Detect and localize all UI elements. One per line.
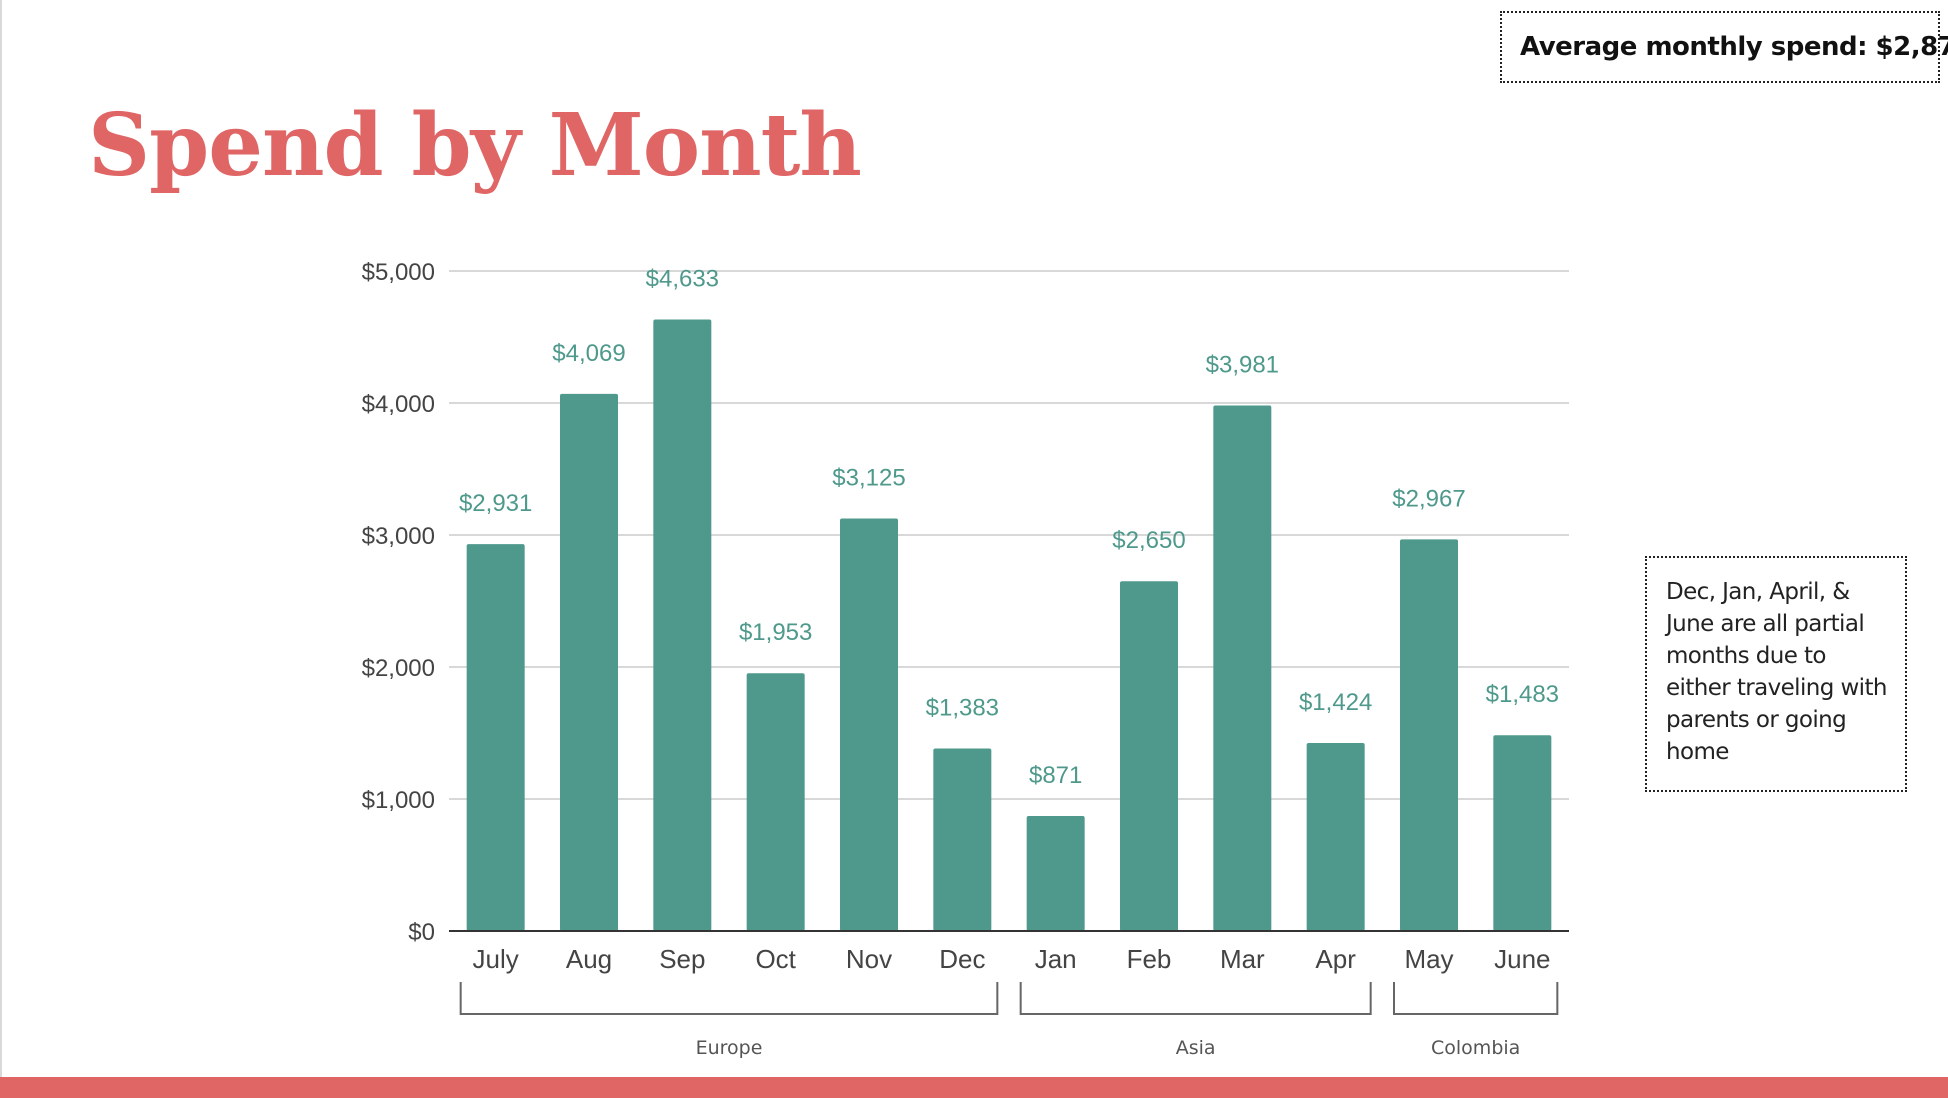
x-tick-label: Aug	[566, 944, 612, 974]
y-tick-label: $2,000	[362, 655, 435, 682]
bar-value-label: $1,483	[1486, 681, 1559, 708]
bar	[1026, 816, 1085, 931]
region-bracket	[1393, 982, 1559, 1015]
bar-value-label: $3,981	[1206, 352, 1279, 379]
bar-value-label: $871	[1029, 762, 1082, 789]
region-label: Colombia	[1431, 1037, 1520, 1059]
x-tick-label: Nov	[846, 944, 892, 974]
x-tick-label: Jan	[1035, 944, 1077, 974]
bar	[1213, 405, 1272, 931]
footer-bar	[0, 1077, 1948, 1098]
x-tick-label: Oct	[755, 944, 796, 974]
average-spend-text: Average monthly spend: $2,877	[1520, 32, 1948, 62]
bar-value-label: $1,424	[1299, 689, 1372, 716]
region-label: Asia	[1176, 1037, 1216, 1059]
x-tick-label: June	[1494, 944, 1550, 974]
x-tick-label: July	[473, 944, 519, 974]
x-tick-label: Sep	[659, 944, 705, 974]
bar	[1306, 743, 1365, 931]
bar	[653, 319, 712, 932]
x-tick-label: Feb	[1127, 944, 1172, 974]
bar	[933, 748, 992, 931]
bar	[746, 673, 805, 931]
bar-value-label: $2,650	[1112, 527, 1185, 554]
y-tick-label: $5,000	[362, 259, 435, 286]
bar-value-label: $1,383	[926, 694, 999, 721]
bar-value-label: $2,967	[1392, 485, 1465, 512]
bar-value-label: $3,125	[832, 465, 905, 492]
slide-title: Spend by Month	[88, 95, 862, 196]
x-tick-label: May	[1404, 944, 1453, 974]
bar	[1400, 539, 1458, 931]
partial-months-note-text: Dec, Jan, April, & June are all partial …	[1666, 579, 1887, 765]
bar-value-label: $2,931	[459, 490, 532, 517]
bar-value-label: $4,633	[646, 265, 719, 292]
region-bracket	[1019, 982, 1372, 1015]
bar	[466, 544, 525, 931]
bar-value-label: $4,069	[552, 340, 625, 367]
partial-months-note: Dec, Jan, April, & June are all partial …	[1645, 556, 1907, 792]
region-bracket	[459, 982, 999, 1015]
bar	[840, 518, 898, 931]
bar-value-label: $1,953	[739, 619, 812, 646]
x-tick-label: Dec	[939, 944, 985, 974]
bar	[1120, 581, 1178, 931]
region-label: Europe	[696, 1037, 763, 1059]
slide-left-edge	[0, 0, 2, 1078]
y-tick-label: $4,000	[362, 391, 435, 418]
bar	[1493, 735, 1552, 931]
bar	[560, 393, 618, 932]
x-tick-label: Mar	[1220, 944, 1265, 974]
y-tick-label: $0	[408, 919, 435, 946]
x-tick-label: Apr	[1315, 944, 1356, 974]
average-spend-callout: Average monthly spend: $2,877	[1500, 11, 1948, 83]
y-tick-label: $3,000	[362, 523, 435, 550]
y-tick-label: $1,000	[362, 787, 435, 814]
